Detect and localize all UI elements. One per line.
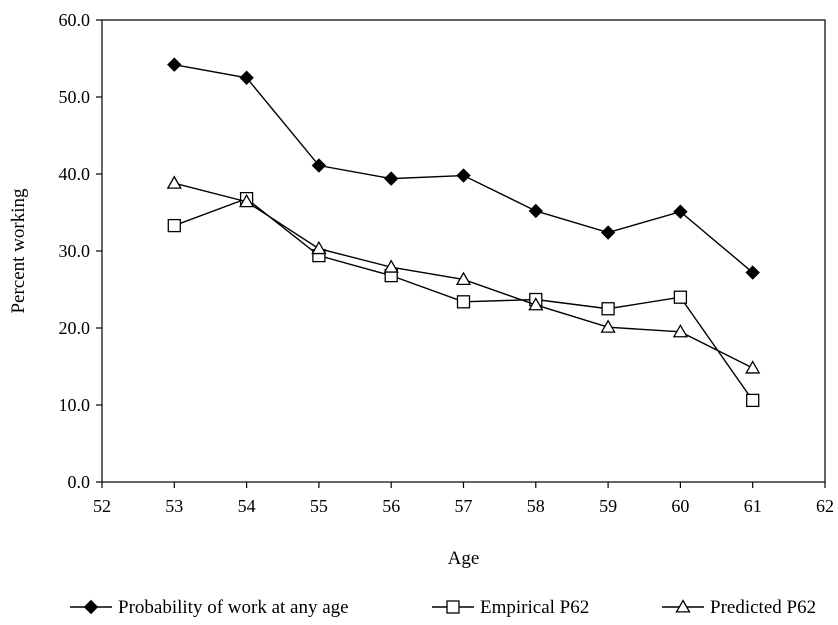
data-point bbox=[673, 204, 688, 219]
legend-item-2: Empirical P62 bbox=[432, 597, 589, 618]
tick-labels: 0.0 10.0 20.0 30.0 40.0 50.0 60.0 52 53 54 55 56 57 5… bbox=[59, 10, 835, 516]
data-point bbox=[600, 319, 616, 333]
y-tick-label: 40.0 bbox=[59, 164, 91, 184]
data-point bbox=[167, 218, 181, 233]
x-tick-label: 57 bbox=[455, 496, 473, 516]
data-point bbox=[455, 271, 472, 286]
legend-label: Probability of work at any age bbox=[118, 597, 349, 618]
y-tick-label: 20.0 bbox=[59, 318, 91, 338]
legend: Probability of work at any age Empirical … bbox=[70, 597, 816, 618]
data-point bbox=[672, 324, 689, 338]
x-tick-label: 58 bbox=[527, 496, 545, 516]
y-tick-label: 0.0 bbox=[68, 472, 91, 492]
legend-marker bbox=[675, 599, 691, 613]
data-point bbox=[746, 393, 760, 408]
data-point bbox=[166, 175, 182, 189]
data-point bbox=[528, 203, 544, 219]
x-tick-label: 59 bbox=[599, 496, 617, 516]
legend-item-3: Predicted P62 bbox=[662, 597, 816, 618]
x-tick-label: 54 bbox=[238, 496, 256, 516]
x-tick-label: 62 bbox=[816, 496, 834, 516]
legend-marker bbox=[83, 599, 99, 615]
x-tick-label: 61 bbox=[744, 496, 762, 516]
data-point bbox=[456, 295, 471, 309]
x-tick-label: 52 bbox=[93, 496, 111, 516]
data-point bbox=[745, 265, 760, 280]
data-point bbox=[167, 57, 182, 72]
data-point bbox=[383, 171, 399, 186]
legend-label: Predicted P62 bbox=[710, 597, 816, 618]
data-point bbox=[600, 225, 616, 240]
data-point bbox=[239, 70, 254, 85]
legend-label: Empirical P62 bbox=[480, 597, 589, 618]
series-2 bbox=[167, 191, 760, 408]
y-tick-label: 30.0 bbox=[59, 241, 91, 261]
data-point bbox=[238, 193, 255, 208]
x-tick-label: 60 bbox=[671, 496, 689, 516]
plot-frame bbox=[101, 19, 826, 483]
data-point bbox=[311, 158, 327, 173]
data-point bbox=[601, 302, 615, 316]
y-tick-label: 60.0 bbox=[59, 10, 91, 30]
x-tick-label: 53 bbox=[165, 496, 183, 516]
data-point bbox=[673, 290, 688, 304]
series-1 bbox=[167, 57, 760, 280]
data-point bbox=[528, 297, 544, 311]
y-tick-label: 10.0 bbox=[59, 395, 91, 415]
y-axis-title: Percent working bbox=[8, 188, 29, 314]
x-tick-label: 56 bbox=[382, 496, 400, 516]
axes bbox=[96, 19, 826, 488]
data-point bbox=[383, 259, 399, 273]
data-point bbox=[311, 240, 327, 255]
x-axis-title: Age bbox=[448, 548, 480, 569]
x-tick-label: 55 bbox=[310, 496, 328, 516]
y-tick-label: 50.0 bbox=[59, 87, 91, 107]
series-3 bbox=[166, 175, 761, 374]
data-point bbox=[456, 168, 471, 183]
series-group bbox=[166, 57, 761, 408]
legend-marker bbox=[446, 600, 460, 614]
legend-item-1: Probability of work at any age bbox=[70, 597, 349, 618]
data-point bbox=[745, 360, 761, 374]
